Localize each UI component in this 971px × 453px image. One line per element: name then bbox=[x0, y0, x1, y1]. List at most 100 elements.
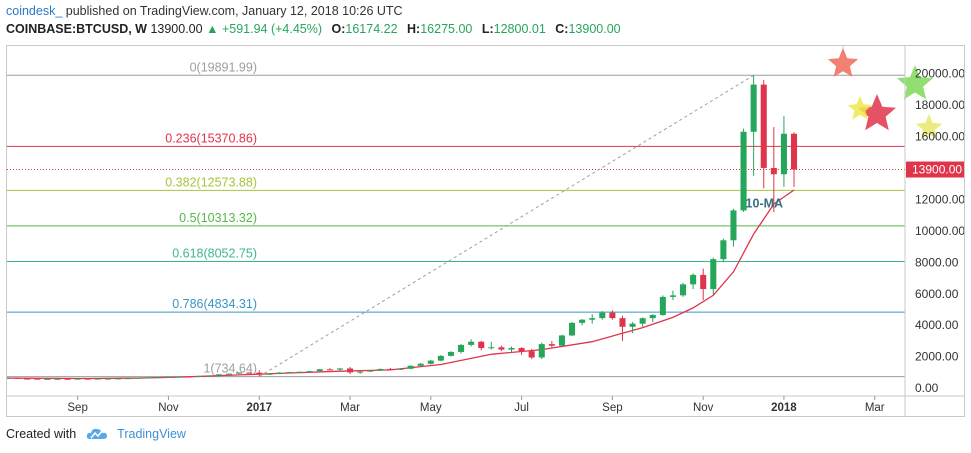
change-arrow-icon: ▲ bbox=[206, 22, 219, 36]
red-star-icon bbox=[827, 48, 859, 77]
candle-47 bbox=[478, 340, 485, 351]
fibonacci-levels: 0(19891.99) 0.236(15370.86) 0.382(12573.88… bbox=[7, 60, 905, 378]
candle-body bbox=[175, 376, 182, 378]
candle-body bbox=[498, 347, 505, 350]
candle-body bbox=[34, 378, 41, 380]
candle-4 bbox=[44, 378, 51, 380]
y-tick-label: 2000.00 bbox=[915, 350, 959, 364]
candle-body bbox=[296, 371, 303, 373]
candle-body bbox=[609, 312, 616, 319]
author-link[interactable]: coindesk_ bbox=[6, 4, 63, 18]
candle-22 bbox=[225, 373, 233, 375]
x-tick-label: Sep bbox=[602, 402, 622, 414]
candle-25 bbox=[256, 370, 263, 377]
candle-27 bbox=[276, 372, 283, 375]
candle-body bbox=[114, 378, 122, 380]
candle-13 bbox=[135, 377, 142, 379]
candle-body bbox=[417, 363, 424, 366]
created-with-label: Created with bbox=[6, 427, 77, 441]
candle-body bbox=[599, 312, 606, 319]
time-axis[interactable]: Sep Nov 2017 Mar May Jul Sep Nov 2018 Mar bbox=[7, 46, 964, 416]
candle-body bbox=[690, 274, 697, 285]
ma-line bbox=[6, 189, 795, 380]
candle-21 bbox=[215, 374, 222, 376]
candle-body bbox=[589, 318, 596, 320]
candle-66 bbox=[669, 290, 676, 301]
candle-76 bbox=[770, 127, 777, 212]
candle-74 bbox=[750, 75, 757, 176]
candle-30 bbox=[306, 370, 313, 373]
low-label: L: bbox=[481, 22, 494, 36]
candle-11 bbox=[114, 378, 122, 380]
candle-body bbox=[44, 378, 51, 380]
candle-38 bbox=[387, 368, 394, 371]
candle-body bbox=[458, 344, 465, 352]
candle-17 bbox=[175, 376, 182, 378]
candle-41 bbox=[417, 362, 424, 367]
candle-body bbox=[427, 360, 434, 364]
candle-body bbox=[488, 347, 495, 349]
candle-68 bbox=[690, 273, 697, 290]
candle-14 bbox=[145, 377, 152, 379]
candle-40 bbox=[407, 365, 414, 370]
last-price: 13900.00 bbox=[150, 22, 203, 36]
candle-body bbox=[629, 323, 636, 327]
symbol-name: COINBASE:BTCUSD, W bbox=[6, 22, 147, 36]
candle-44 bbox=[447, 351, 454, 357]
candle-body bbox=[538, 344, 545, 358]
candle-body bbox=[387, 368, 394, 370]
candle-body bbox=[64, 378, 71, 380]
candle-49 bbox=[498, 345, 505, 352]
high-label: H: bbox=[407, 22, 421, 36]
candle-body bbox=[569, 322, 576, 336]
candle-15 bbox=[155, 376, 162, 379]
tradingview-link[interactable]: TradingView bbox=[117, 427, 186, 441]
fib-label-1: 0.236(15370.86) bbox=[165, 131, 257, 145]
candle-body bbox=[669, 295, 676, 297]
candle-34 bbox=[347, 366, 354, 374]
candle-23 bbox=[236, 372, 243, 374]
price-change: +591.94 (+4.45%) bbox=[221, 22, 323, 36]
price-axis[interactable]: 0.00 2000.00 4000.00 6000.00 8000.00 10000.00… bbox=[906, 67, 965, 396]
candle-body bbox=[730, 210, 737, 241]
high-value: 16275.00 bbox=[420, 22, 473, 36]
y-tick-label: 4000.00 bbox=[915, 318, 959, 332]
chart-panel[interactable]: 0(19891.99) 0.236(15370.86) 0.382(12573.88… bbox=[3, 45, 965, 417]
y-tick-label: 6000.00 bbox=[915, 287, 959, 301]
trend-line bbox=[258, 74, 754, 378]
candle-50 bbox=[508, 346, 515, 353]
candle-body bbox=[659, 296, 666, 316]
decorative-stars bbox=[827, 46, 943, 140]
candle-body bbox=[780, 133, 787, 175]
fib-label-4: 0.618(8052.75) bbox=[172, 246, 257, 260]
candle-55 bbox=[558, 334, 565, 347]
candle-body bbox=[205, 375, 212, 377]
current-price-label: 13900.00 bbox=[912, 163, 962, 177]
price-chart[interactable]: 0(19891.99) 0.236(15370.86) 0.382(12573.88… bbox=[3, 46, 965, 416]
candle-body bbox=[679, 284, 687, 296]
fib-label-2: 0.382(12573.88) bbox=[165, 175, 257, 189]
candle-body bbox=[790, 133, 798, 170]
fib-trendline bbox=[258, 74, 754, 378]
candle-19 bbox=[195, 375, 202, 377]
y-tick-label: 20000.00 bbox=[915, 67, 964, 81]
x-tick-label: Mar bbox=[340, 402, 360, 414]
candle-body bbox=[215, 374, 222, 376]
candle-body bbox=[14, 377, 21, 379]
candle-2 bbox=[24, 378, 31, 380]
footer: Created with TradingView bbox=[6, 427, 186, 441]
candle-body bbox=[558, 335, 565, 346]
x-tick-label: Sep bbox=[67, 402, 87, 414]
candle-body bbox=[155, 377, 162, 379]
candle-31 bbox=[316, 368, 323, 372]
candle-51 bbox=[518, 347, 525, 356]
candle-body bbox=[468, 341, 475, 345]
candle-72 bbox=[730, 208, 737, 247]
y-tick-label: 8000.00 bbox=[915, 255, 959, 269]
candle-body bbox=[145, 377, 152, 379]
tradingview-logo-icon[interactable] bbox=[86, 427, 108, 441]
candle-67 bbox=[679, 282, 687, 297]
y-tick-label: 0.00 bbox=[915, 381, 939, 395]
candle-9 bbox=[94, 378, 101, 380]
candle-32 bbox=[326, 368, 333, 371]
